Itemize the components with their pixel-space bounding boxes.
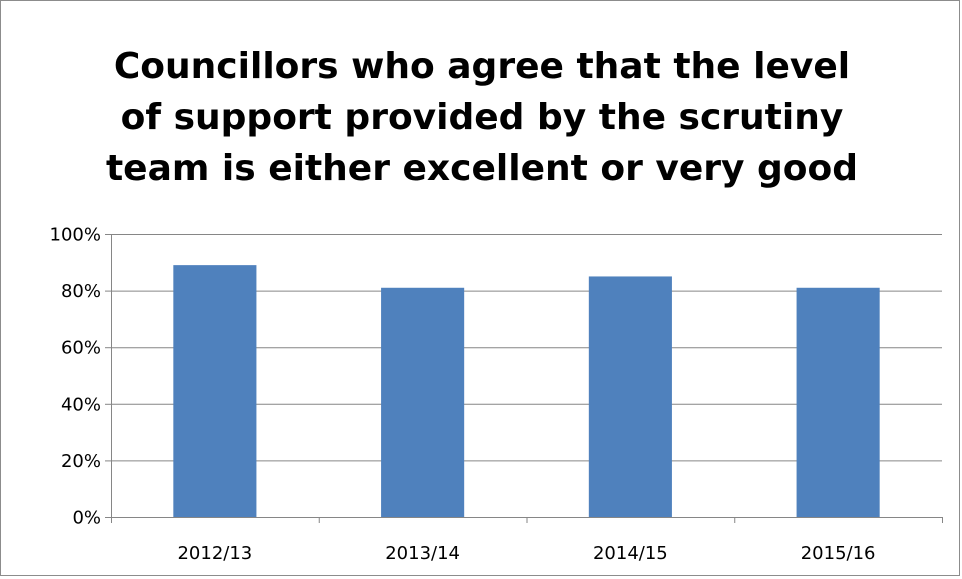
bar	[796, 287, 880, 517]
y-tick-label: 40%	[61, 394, 101, 415]
bar	[588, 276, 672, 517]
y-tick-label: 100%	[50, 225, 101, 246]
bar	[381, 287, 465, 517]
chart-title-line-3: team is either excellent or very good	[105, 148, 859, 189]
x-tick-labels: 2012/13 2013/14 2014/15 2015/16	[177, 543, 875, 564]
chart-title-line-2: of support provided by the scrutiny	[120, 97, 844, 138]
y-tick-label: 0%	[72, 508, 101, 529]
axes	[105, 234, 943, 523]
x-tick-label: 2015/16	[801, 543, 876, 564]
x-tick-label: 2013/14	[385, 543, 460, 564]
chart-title-line-1: Councillors who agree that the level	[113, 46, 851, 87]
y-tick-label: 80%	[61, 281, 101, 302]
chart-title: Councillors who agree that the level of …	[1, 41, 962, 194]
y-tick-label: 60%	[61, 338, 101, 359]
bar	[173, 265, 257, 517]
x-tick-label: 2014/15	[593, 543, 668, 564]
x-tick-label: 2012/13	[177, 543, 252, 564]
y-tick-label: 20%	[61, 451, 101, 472]
y-tick-labels: 0% 20% 40% 60% 80% 100%	[50, 225, 101, 529]
bars	[173, 265, 880, 517]
